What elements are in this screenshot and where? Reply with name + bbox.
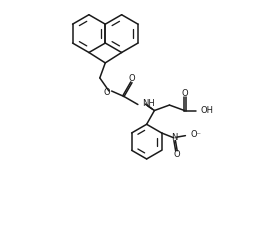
Text: O: O xyxy=(172,150,179,159)
Text: O: O xyxy=(181,89,187,98)
Text: O: O xyxy=(103,88,110,97)
Text: N: N xyxy=(170,133,176,142)
Text: OH: OH xyxy=(199,106,212,115)
Text: NH: NH xyxy=(141,99,154,108)
Text: O⁻: O⁻ xyxy=(189,130,200,139)
Text: O: O xyxy=(128,74,135,83)
